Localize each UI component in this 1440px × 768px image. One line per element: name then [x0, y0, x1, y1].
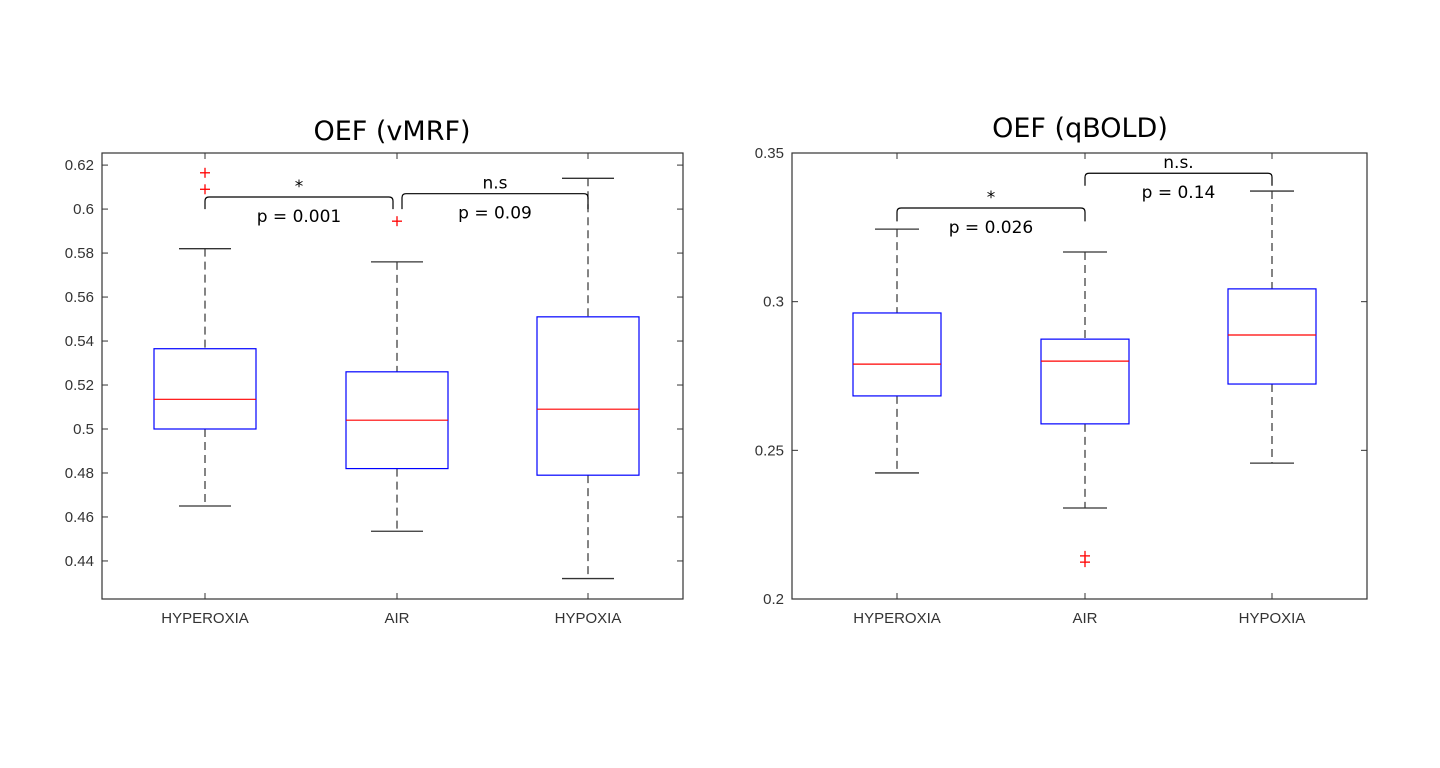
chart-title: OEF (qBOLD) — [992, 113, 1168, 144]
chart-title: OEF (vMRF) — [313, 116, 470, 147]
significance-mark: * — [295, 177, 304, 197]
y-tick-label: 0.58 — [65, 245, 94, 262]
y-tick-label: 0.54 — [65, 333, 94, 350]
y-tick-label: 0.62 — [65, 157, 94, 174]
outlier-marker — [200, 184, 210, 195]
y-tick-label: 0.6 — [73, 201, 94, 218]
y-tick-label: 0.5 — [73, 421, 94, 438]
significance-bracket — [204, 196, 394, 210]
outlier-marker — [1080, 550, 1090, 561]
y-tick-label: 0.25 — [755, 442, 784, 459]
iqr-box — [536, 316, 640, 476]
p-value-label: p = 0.026 — [949, 218, 1034, 238]
x-tick-label: AIR — [384, 610, 409, 627]
y-tick-label: 0.52 — [65, 377, 94, 394]
significance-mark: n.s — [482, 174, 507, 194]
p-value-label: p = 0.001 — [257, 207, 342, 227]
x-tick-label: HYPOXIA — [555, 610, 622, 627]
significance-annotation: n.s p = 0.09 — [401, 174, 589, 224]
y-tick-label: 0.56 — [65, 289, 94, 306]
box-air — [345, 216, 449, 532]
significance-mark: * — [987, 188, 996, 208]
box-air — [1040, 251, 1130, 568]
outlier-marker — [392, 216, 402, 227]
y-tick-label: 0.3 — [763, 294, 784, 311]
box-hypoxia — [536, 177, 640, 580]
box-hyperoxia — [153, 167, 257, 507]
significance-bracket — [401, 193, 589, 210]
chart-2: OEF (qBOLD) 0.2 0.25 0.3 0.35 HYPEROXIA AIR HYP… — [755, 113, 1368, 627]
y-tick-label: 0.2 — [763, 591, 784, 608]
y-tick-label: 0.35 — [755, 145, 784, 162]
significance-annotation: * p = 0.001 — [204, 177, 394, 227]
box-hypoxia — [1227, 190, 1317, 464]
iqr-box — [153, 348, 257, 430]
significance-mark: n.s. — [1163, 153, 1193, 173]
p-value-label: p = 0.09 — [458, 204, 532, 224]
x-tick-label: HYPOXIA — [1239, 610, 1306, 627]
x-tick-label: HYPEROXIA — [161, 610, 249, 627]
axes-box — [101, 152, 684, 600]
box-hyperoxia — [852, 228, 942, 474]
chart-1: OEF (vMRF) 0.44 0.46 0.48 0.5 0.52 0.54 0.56 0.5… — [65, 116, 684, 627]
y-tick-label: 0.46 — [65, 509, 94, 526]
y-tick-label: 0.48 — [65, 465, 94, 482]
significance-annotation: * p = 0.026 — [896, 188, 1086, 238]
x-tick-label: HYPEROXIA — [853, 610, 941, 627]
outlier-marker — [200, 167, 210, 178]
significance-bracket — [896, 207, 1086, 222]
x-tick-label: AIR — [1072, 610, 1097, 627]
axes-box — [791, 152, 1368, 600]
iqr-box — [852, 312, 942, 397]
y-tick-label: 0.44 — [65, 553, 94, 570]
significance-bracket — [1084, 172, 1273, 186]
significance-annotation: n.s. p = 0.14 — [1084, 153, 1273, 203]
iqr-box — [1040, 338, 1130, 425]
p-value-label: p = 0.14 — [1142, 183, 1216, 203]
iqr-box — [1227, 288, 1317, 385]
